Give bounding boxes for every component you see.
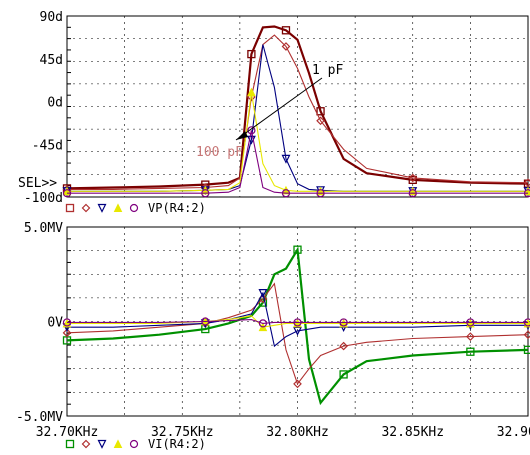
phase-y-tick-label: -45d (32, 139, 63, 154)
phase-series-square (66, 25, 529, 190)
current-y-tick-label: -5.0MV (16, 410, 63, 425)
phase-point-triangle-up (247, 87, 256, 97)
current-series-triangle-down (67, 291, 528, 348)
phase-point-circle (408, 189, 417, 198)
current-point-circle (523, 318, 530, 327)
legend-marker-diamond (81, 439, 91, 449)
current-point-circle (62, 318, 72, 327)
legend-marker-circle (129, 203, 139, 213)
legends: VP(R4:2) VI(R4:2) (65, 201, 206, 451)
current-point-diamond (523, 330, 530, 340)
legend-marker-triangle-down (97, 439, 107, 449)
current-point-square (466, 347, 475, 356)
current-point-square (293, 245, 302, 254)
current-y-tick-label: 5.0MV (24, 221, 63, 236)
phase-series-triangle-down (67, 44, 528, 192)
phase-series-diamond (67, 34, 529, 190)
legend-marker-triangle-up (113, 439, 123, 448)
current-point-diamond (466, 332, 475, 341)
current-point-circle (201, 317, 210, 326)
current-point-circle (466, 318, 475, 327)
x-tick-label: 32.85KHz (381, 425, 444, 440)
current-point-diamond (293, 379, 302, 389)
phase-point-circle (247, 126, 256, 135)
current-point-square (339, 370, 348, 379)
phase-y-tick-label: 0d (47, 96, 63, 111)
phase-point-square (281, 26, 291, 35)
legend-marker-diamond (81, 203, 91, 213)
phase-y-tick-label: 90d (40, 10, 63, 25)
legend-label: VP(R4:2) (148, 201, 206, 215)
phase-y-tick-label: -100d (24, 191, 63, 206)
current-series-circle (67, 319, 528, 324)
sel-label: SEL>> (18, 176, 57, 191)
phase-series-triangle-up (67, 92, 528, 192)
current-point-square (523, 345, 530, 355)
phase-point-triangle-down (281, 154, 291, 164)
current-point-circle (258, 319, 268, 328)
legend-label: VI(R4:2) (148, 437, 206, 451)
phase-point-circle (523, 189, 530, 198)
current-point-triangle-down (258, 289, 268, 298)
x-tick-label: 32.80KHz (266, 425, 329, 440)
current-point-diamond (339, 341, 348, 351)
phase-point-square (316, 107, 325, 116)
annotation-arrow (235, 77, 323, 141)
x-tick-label: 32.90KHz (497, 425, 530, 440)
phase-point-diamond (281, 42, 291, 51)
current-point-diamond (62, 328, 72, 338)
phase-point-diamond (408, 173, 418, 183)
current-series-diamond (66, 282, 529, 386)
current-point-triangle-down (293, 326, 302, 336)
legend-marker-circle (129, 439, 139, 449)
annotation-arrowhead (236, 131, 248, 140)
legend-marker-square (65, 203, 75, 213)
current-point-circle (339, 318, 348, 327)
phase-point-circle (281, 189, 291, 198)
phase-point-diamond (523, 178, 530, 188)
phase-point-circle (201, 189, 210, 198)
x-tick-label: 32.70KHz (36, 425, 99, 440)
phase-series-circle (67, 130, 528, 194)
legend-marker-square (65, 439, 75, 449)
phase-point-circle (316, 189, 325, 198)
phase-point-square (247, 49, 256, 59)
legend-marker-triangle-down (97, 203, 107, 213)
x-tick-label: 32.75KHz (151, 425, 214, 440)
annotation-1pf: 1 pF (312, 63, 343, 78)
legend-marker-triangle-up (113, 203, 123, 212)
current-series-square (66, 246, 529, 406)
phase-point-circle (62, 189, 72, 198)
phase-point-square (408, 175, 417, 185)
phase-y-tick-label: 45d (40, 53, 63, 68)
current-point-circle (293, 318, 302, 327)
current-y-tick-label: 0V (47, 316, 63, 331)
phase-point-diamond (316, 116, 325, 126)
annotation-100pf: 100 pF (196, 145, 243, 160)
